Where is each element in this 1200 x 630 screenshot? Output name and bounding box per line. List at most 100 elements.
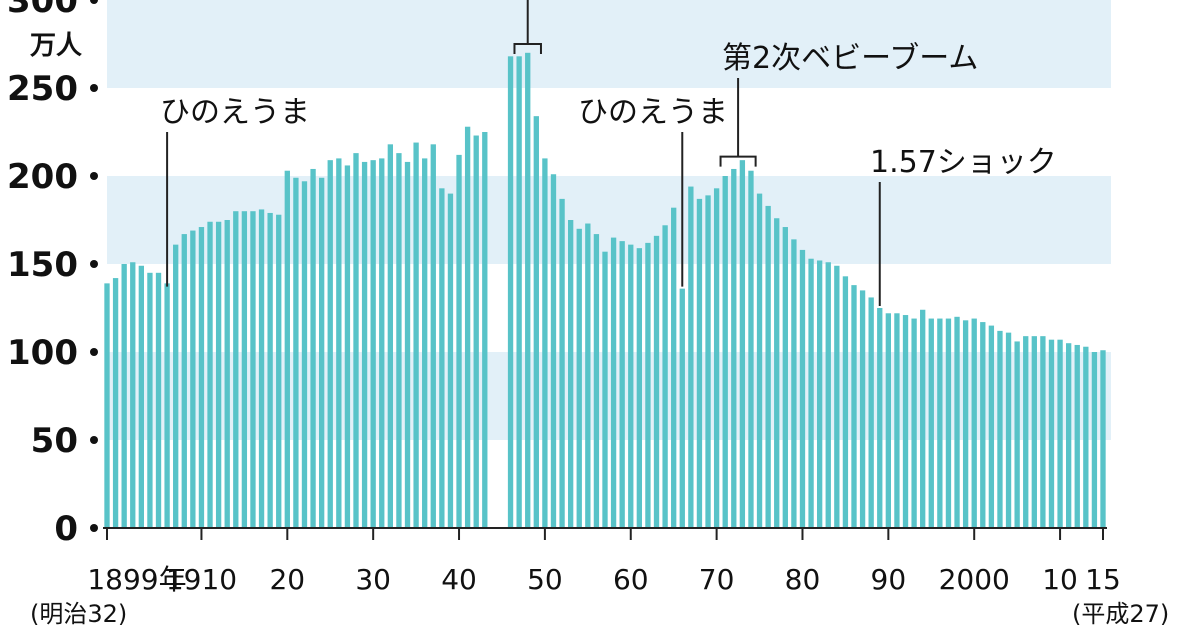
bar (868, 297, 874, 528)
bar (439, 188, 445, 528)
bar (422, 158, 428, 528)
y-tick-dot (90, 348, 98, 356)
bar (756, 193, 763, 528)
bar (361, 161, 368, 529)
bar (1005, 332, 1012, 528)
bar (748, 170, 754, 528)
bar (997, 330, 1003, 528)
bar (645, 242, 651, 528)
bar (336, 158, 342, 528)
bar (662, 225, 668, 528)
x-tick-label: 1910 (166, 563, 237, 596)
bar (628, 244, 634, 528)
bar (671, 207, 677, 528)
bar (164, 283, 170, 528)
y-unit-label: 万人 (30, 31, 82, 61)
bar (173, 244, 179, 528)
bar (215, 221, 222, 528)
bar (456, 154, 462, 528)
bar (112, 278, 119, 528)
bar (1091, 352, 1098, 528)
x-tick-label: 2000 (939, 563, 1010, 596)
bar (267, 212, 273, 528)
bar (327, 160, 333, 528)
bar (533, 116, 539, 528)
bar (688, 186, 694, 528)
y-tick-dot (90, 84, 98, 92)
bar (370, 160, 376, 528)
bar (791, 239, 797, 529)
bar (516, 56, 522, 528)
bar (198, 227, 205, 529)
bar (782, 227, 788, 529)
bar (507, 56, 514, 528)
bar (550, 174, 557, 529)
band (107, 352, 1111, 440)
bar (525, 52, 531, 529)
bar (954, 316, 960, 528)
bar (980, 322, 986, 528)
bar (894, 313, 900, 528)
x-tick-label: 70 (699, 563, 735, 596)
bar (1100, 350, 1106, 528)
x-tick-label: 20 (269, 563, 305, 596)
x-tick-label: 15 (1085, 563, 1121, 596)
bar (250, 211, 256, 528)
y-tick-dot (90, 260, 98, 268)
bar (404, 161, 411, 529)
x-tick-label: 40 (441, 563, 477, 596)
bar (293, 177, 299, 528)
bar (379, 158, 385, 528)
bar (542, 158, 548, 528)
bar (1083, 346, 1089, 528)
y-tick-dot (90, 0, 98, 4)
bar (1031, 336, 1037, 528)
bar (559, 198, 565, 528)
bar (190, 230, 196, 528)
annotation-bracket (719, 155, 757, 167)
bar (962, 320, 969, 528)
bar (147, 272, 153, 528)
bar (121, 264, 127, 528)
bar (945, 318, 952, 528)
bar (1074, 344, 1080, 528)
bar (413, 142, 419, 528)
bar (765, 205, 771, 529)
bar (911, 318, 917, 528)
bar (851, 285, 857, 528)
band (107, 176, 1111, 264)
bar (1065, 343, 1072, 528)
x-tick-label: 90 (871, 563, 907, 596)
y-tick-label: 50 (31, 421, 78, 461)
bar (576, 228, 582, 529)
bar (602, 251, 608, 528)
bar (353, 153, 359, 528)
annotation-label: ひのえうま (578, 95, 728, 130)
bar (636, 248, 643, 528)
bar (679, 288, 685, 528)
bar (284, 170, 290, 528)
bar (585, 223, 591, 528)
y-tick-label: 300 (7, 0, 78, 21)
bar (276, 214, 282, 528)
bar (885, 313, 892, 528)
bar (825, 262, 831, 528)
bar (877, 308, 883, 528)
bar (258, 209, 265, 528)
y-tick-label: 250 (7, 69, 78, 109)
y-tick-label: 150 (7, 245, 78, 285)
bar (1057, 339, 1063, 528)
bar (774, 218, 780, 529)
bar (834, 265, 840, 528)
bar (816, 260, 823, 528)
bar (301, 181, 308, 528)
bar (138, 265, 145, 528)
bar (1014, 341, 1020, 528)
bar (920, 309, 926, 528)
bar (937, 318, 943, 528)
band (107, 0, 1111, 88)
bar (1048, 339, 1055, 528)
bar (387, 144, 394, 528)
